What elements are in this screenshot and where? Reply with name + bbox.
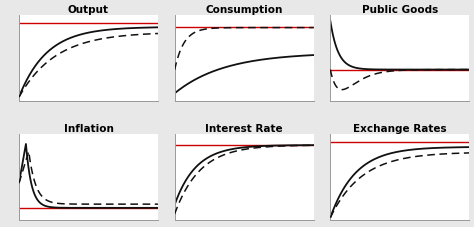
Title: Consumption: Consumption <box>205 5 283 15</box>
Title: Exchange Rates: Exchange Rates <box>353 124 447 133</box>
Title: Public Goods: Public Goods <box>362 5 438 15</box>
Title: Output: Output <box>68 5 109 15</box>
Title: Interest Rate: Interest Rate <box>205 124 283 133</box>
Title: Inflation: Inflation <box>64 124 113 133</box>
